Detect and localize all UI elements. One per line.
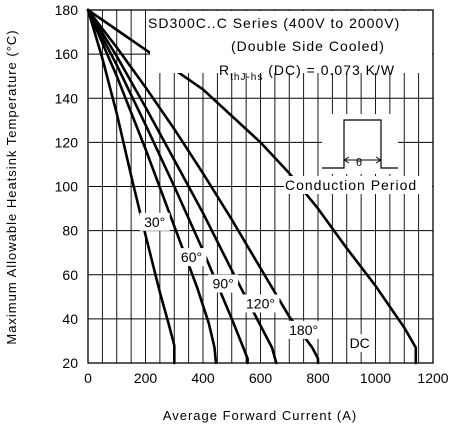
curve-label: 30° (144, 214, 165, 230)
series-line-4 (86, 8, 320, 365)
y-axis-title: Maximum Allowable Heatsink Temperature (… (4, 29, 19, 344)
series-title-line1: SD300C..C Series (400V to 2000V) (148, 15, 400, 31)
y-tick-label: 100 (55, 179, 79, 195)
conduction-label-background (284, 176, 432, 194)
series-line-0 (86, 8, 176, 365)
pulse-waveform (322, 119, 398, 169)
x-tick-label: 400 (191, 370, 215, 386)
curve-label: DC (350, 335, 370, 351)
curve-label: 180° (289, 322, 318, 338)
theta-symbol: θ (356, 157, 362, 169)
annotation-block: SD300C..C Series (400V to 2000V) (Double… (148, 11, 432, 83)
y-tick-label: 40 (62, 311, 78, 327)
y-tick-label: 120 (55, 134, 79, 150)
curve-label: 90° (213, 276, 234, 292)
x-axis-title: Average Forward Current (A) (163, 408, 357, 423)
y-tick-label: 160 (55, 46, 79, 62)
x-tick-labels: 0 200 400 600 800 1000 1200 (84, 370, 449, 386)
x-tick-label: 1200 (417, 370, 448, 386)
rth-main: R (219, 62, 230, 78)
rth-label: RthJ-hs (DC) = 0.073 K/W (219, 62, 395, 83)
x-tick-label: 200 (134, 370, 158, 386)
curve-label-background (284, 320, 323, 339)
series-title-line2: (Double Side Cooled) (231, 38, 385, 54)
series-line-3 (86, 8, 278, 365)
conduction-arrow (343, 156, 382, 164)
curve-label-background (208, 274, 239, 293)
pulse-icon-background (322, 114, 398, 174)
conduction-period-label: Conduction Period (285, 177, 417, 193)
y-tick-label: 20 (62, 355, 78, 371)
y-tick-label: 180 (55, 2, 79, 18)
curve-labels: 30° 60° 90° 120° 180° DC (139, 212, 371, 353)
curve-label-background (348, 334, 371, 353)
plot-frame (87, 9, 434, 364)
x-tick-label: 1000 (360, 370, 391, 386)
y-tick-label: 80 (62, 223, 78, 239)
y-tick-label: 60 (62, 267, 78, 283)
annotation-background (150, 11, 432, 73)
curve-label-background (139, 212, 170, 231)
curve-label-background (176, 248, 207, 267)
rth-sub: thJ-hs (230, 72, 263, 83)
curve-label: 60° (181, 249, 202, 265)
rth-rest: (DC) = 0.073 K/W (263, 62, 395, 78)
x-tick-label: 800 (306, 370, 330, 386)
curve-label: 120° (246, 295, 275, 311)
x-tick-label: 600 (249, 370, 273, 386)
y-tick-labels: 20 40 60 80 100 120 140 160 180 (55, 2, 79, 371)
conduction-pulse-icon: θ (322, 114, 398, 174)
curve-label-background (241, 294, 280, 313)
series-line-5 (86, 8, 418, 365)
x-tick-label: 0 (84, 370, 92, 386)
y-tick-label: 140 (55, 90, 79, 106)
